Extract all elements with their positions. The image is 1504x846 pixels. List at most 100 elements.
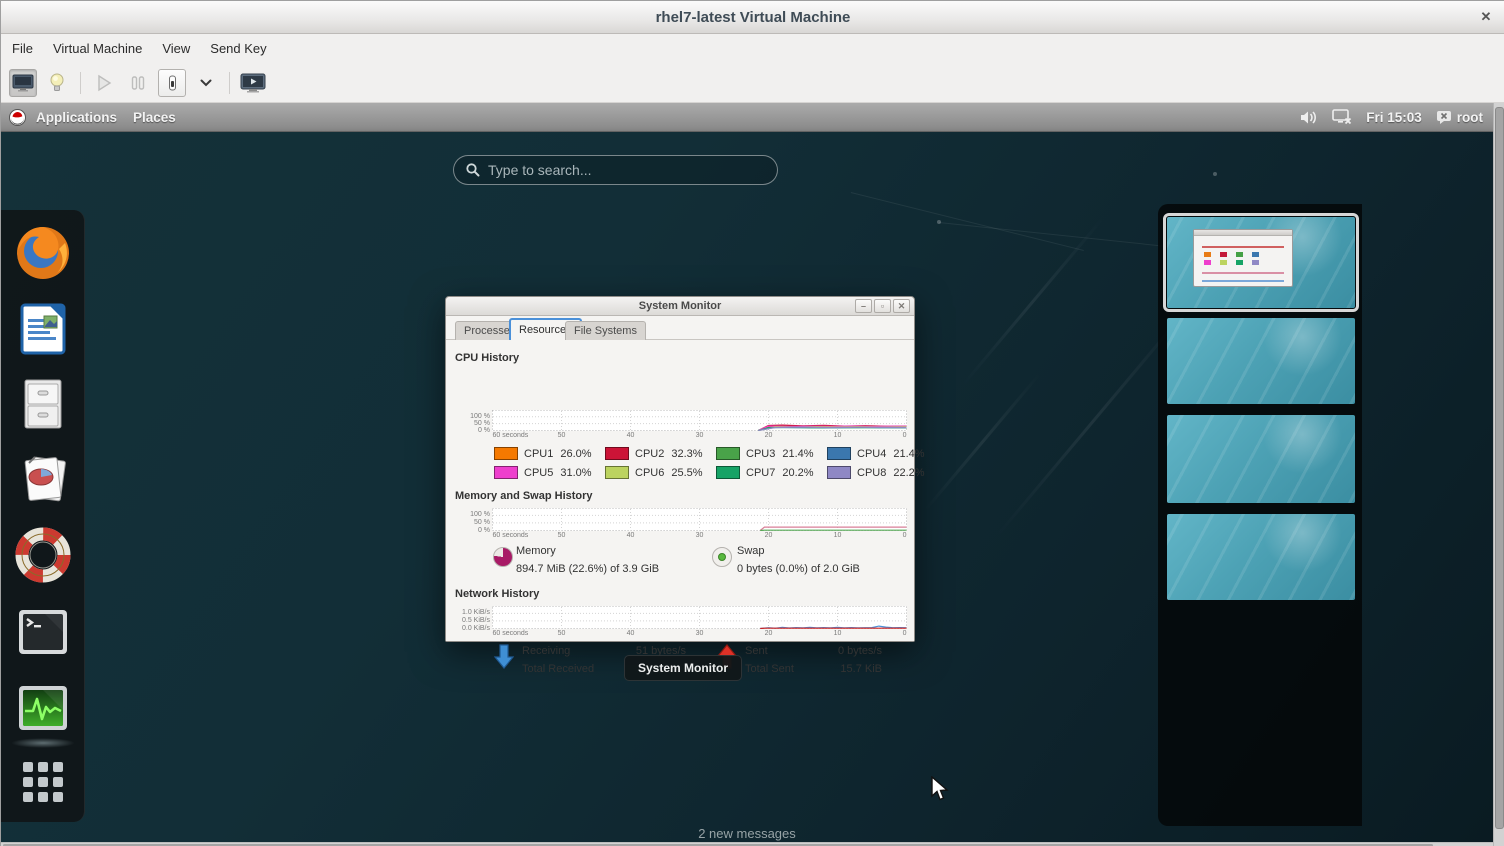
volume-icon[interactable] xyxy=(1300,110,1318,125)
memory-history-chart: 100 % 50 % 0 % 60 seconds 50 40 30 20 10 0 xyxy=(454,508,907,541)
cpu-legend-item[interactable]: CPU1 26.0% xyxy=(494,446,605,461)
system-monitor-icon xyxy=(19,686,67,730)
sysmon-resources-pane: CPU History 100 % 50 % 0 % 60 seconds 50 40 30… xyxy=(446,340,925,675)
app-titlebar: rhel7-latest Virtual Machine ✕ xyxy=(1,1,1504,34)
sysmon-title: System Monitor xyxy=(638,300,722,312)
dash-item-documents[interactable] xyxy=(15,451,71,507)
memory-pie-icon xyxy=(493,547,513,567)
show-applications-button[interactable] xyxy=(19,758,67,806)
wallpaper-dot xyxy=(1213,172,1217,176)
shutdown-menu-button[interactable] xyxy=(192,69,220,97)
sysmon-titlebar[interactable]: System Monitor – ▫ ✕ xyxy=(446,297,914,316)
menu-send-key[interactable]: Send Key xyxy=(210,41,267,56)
dash-item-writer[interactable] xyxy=(15,301,71,357)
message-tray-status[interactable]: 2 new messages xyxy=(698,826,796,841)
wallpaper-streak xyxy=(923,372,1042,512)
system-monitor-window[interactable]: System Monitor – ▫ ✕ Processes Resources… xyxy=(445,296,925,675)
wallpaper-dot xyxy=(937,220,941,224)
dash-item-help[interactable] xyxy=(15,527,71,583)
console-view-button[interactable] xyxy=(9,68,37,97)
clock[interactable]: Fri 15:03 xyxy=(1366,109,1422,125)
app-toolbar xyxy=(1,63,1504,155)
run-button[interactable] xyxy=(90,69,118,97)
close-button[interactable]: ✕ xyxy=(893,299,910,313)
tab-file-systems[interactable]: File Systems xyxy=(565,321,646,340)
toolbar-separator xyxy=(80,71,81,94)
workspace-thumbnail-3[interactable] xyxy=(1167,415,1355,503)
workspace-thumbnail-2[interactable] xyxy=(1167,318,1355,404)
cpu-legend-item[interactable]: CPU4 21.4% xyxy=(827,446,938,461)
cpu-history-chart: 100 % 50 % 0 % 60 seconds 50 40 30 20 10 0 xyxy=(454,410,907,441)
terminal-icon xyxy=(19,610,67,654)
workspace-thumbnail-1[interactable] xyxy=(1163,213,1359,312)
dash-item-firefox[interactable] xyxy=(15,225,71,281)
minimize-button[interactable]: – xyxy=(855,299,872,313)
network-display-icon[interactable] xyxy=(1332,109,1352,125)
vm-console-button[interactable] xyxy=(239,69,267,97)
wallpaper-streak xyxy=(960,216,1105,388)
total-sent-value: 15.7 KiB xyxy=(840,663,882,675)
memory-legend[interactable]: Memory 894.7 MiB (22.6%) of 3.9 GiB xyxy=(516,545,660,575)
file-cabinet-icon xyxy=(24,379,62,429)
tab-resources[interactable]: Resources xyxy=(509,318,582,340)
dash-item-terminal[interactable] xyxy=(15,604,71,660)
cpu-legend-item[interactable]: CPU7 20.2% xyxy=(716,465,827,480)
app-grid-icon xyxy=(23,762,63,802)
cpu-history-title: CPU History xyxy=(455,352,520,364)
horizontal-scrollbar-thumb[interactable] xyxy=(3,844,1433,846)
cpu4-swatch xyxy=(827,447,851,460)
cpu-legend-item[interactable]: CPU3 21.4% xyxy=(716,446,827,461)
chat-status-icon xyxy=(1436,111,1451,124)
receiving-value: 51 bytes/s xyxy=(635,645,686,657)
toolbar-separator xyxy=(229,71,230,94)
cpu5-swatch xyxy=(494,466,518,479)
app-menubar: File Virtual Machine View Send Key xyxy=(1,34,1504,63)
play-icon xyxy=(98,74,112,91)
cpu-legend-item[interactable]: CPU8 22.2% xyxy=(827,465,938,480)
lightbulb-icon xyxy=(50,73,64,91)
cpu-legend: CPU1 26.0% CPU2 32.3% CPU3 21.4% CPU4 21.4% … xyxy=(494,446,938,480)
search-placeholder: Type to search... xyxy=(488,162,592,178)
horizontal-scrollbar[interactable] xyxy=(1,842,1493,846)
tab-processes[interactable]: Processes xyxy=(455,321,525,340)
shutdown-button[interactable] xyxy=(158,68,186,97)
receiving-label: Receiving xyxy=(522,645,571,657)
dash-item-file-manager[interactable] xyxy=(15,376,71,432)
receiving-arrow-icon xyxy=(494,644,514,669)
swap-legend[interactable]: Swap 0 bytes (0.0%) of 2.0 GiB xyxy=(737,545,860,575)
search-icon xyxy=(466,163,480,177)
workspace-thumbnail-4[interactable] xyxy=(1167,514,1355,600)
search-input[interactable]: Type to search... xyxy=(453,155,778,185)
firefox-icon xyxy=(17,227,69,279)
applications-menu[interactable]: Applications xyxy=(36,109,118,125)
hardware-details-button[interactable] xyxy=(43,69,71,97)
pause-icon xyxy=(131,75,145,90)
vertical-scrollbar[interactable] xyxy=(1493,103,1504,846)
vertical-scrollbar-thumb[interactable] xyxy=(1495,107,1504,829)
cpu-legend-item[interactable]: CPU2 32.3% xyxy=(605,446,716,461)
cpu-legend-item[interactable]: CPU6 25.5% xyxy=(605,465,716,480)
menu-file[interactable]: File xyxy=(12,41,33,56)
sent-label: Sent xyxy=(745,645,768,657)
cpu8-swatch xyxy=(827,466,851,479)
workspace-window-preview[interactable] xyxy=(1193,229,1293,287)
pause-button[interactable] xyxy=(124,69,152,97)
workspace-switcher xyxy=(1158,204,1362,826)
menu-virtual-machine[interactable]: Virtual Machine xyxy=(52,41,143,56)
menu-view[interactable]: View xyxy=(162,41,191,56)
cpu-legend-item[interactable]: CPU5 31.0% xyxy=(494,465,605,480)
app-close-button[interactable]: ✕ xyxy=(1480,9,1492,24)
places-menu[interactable]: Places xyxy=(133,109,176,125)
chevron-down-icon xyxy=(200,79,212,86)
swap-dot-icon xyxy=(712,547,732,567)
network-history-chart: 1.0 KiB/s 0.5 KiB/s 0.0 KiB/s 60 seconds 50 4… xyxy=(454,606,907,639)
maximize-button[interactable]: ▫ xyxy=(874,299,891,313)
dash-item-system-monitor[interactable] xyxy=(15,681,71,737)
app-title: rhel7-latest Virtual Machine xyxy=(655,8,851,26)
user-menu[interactable]: root xyxy=(1456,109,1483,125)
running-app-glow xyxy=(11,738,75,748)
mouse-cursor xyxy=(931,776,949,801)
gnome-top-bar: Applications Places Fri 15:03 xyxy=(1,103,1493,132)
monitor-icon xyxy=(12,74,34,91)
cpu7-swatch xyxy=(716,466,740,479)
